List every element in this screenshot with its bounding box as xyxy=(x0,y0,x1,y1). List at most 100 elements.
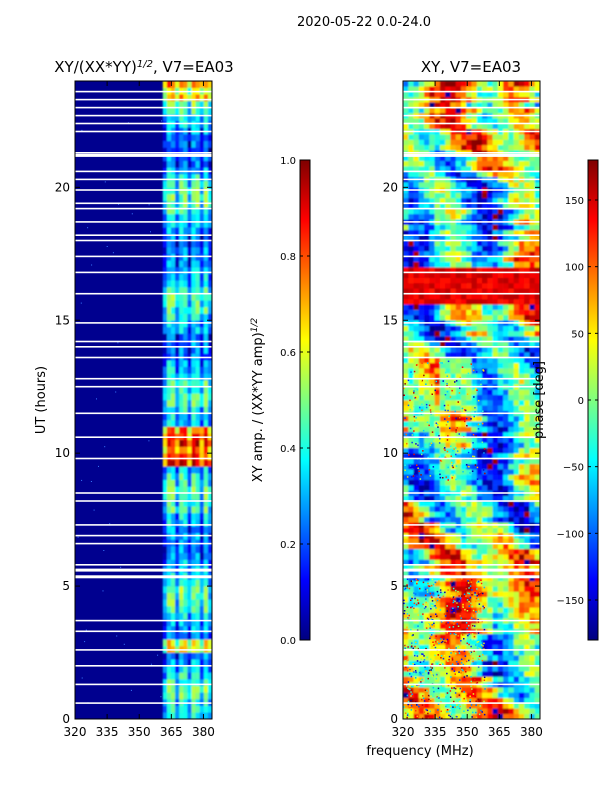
heatmap-cell xyxy=(204,513,208,520)
heatmap-cell xyxy=(519,124,525,130)
heatmap-cell xyxy=(183,606,187,613)
heatmap-cell xyxy=(503,241,509,247)
heatmap-cell xyxy=(192,194,196,201)
heatmap-cell xyxy=(503,480,509,486)
heatmap-cell xyxy=(503,299,509,305)
heatmap-cell xyxy=(524,92,530,98)
heatmap-cell xyxy=(429,358,435,364)
heatmap-cell xyxy=(175,420,179,427)
heatmap-cell xyxy=(503,591,509,597)
heatmap-cell xyxy=(535,528,541,534)
heatmap-cell xyxy=(408,272,414,278)
phase-noise-mark xyxy=(441,401,443,403)
heatmap-cell xyxy=(456,480,462,486)
heatmap-cell xyxy=(487,326,493,332)
heatmap-cell xyxy=(163,181,167,188)
heatmap-cell xyxy=(466,427,472,433)
heatmap-cell xyxy=(171,161,175,168)
heatmap-cell xyxy=(183,712,187,719)
flag-gap xyxy=(75,99,212,101)
heatmap-cell xyxy=(424,193,430,199)
phase-noise-mark xyxy=(445,394,447,396)
heatmap-cell xyxy=(192,467,196,474)
heatmap-cell xyxy=(403,358,409,364)
heatmap-cell xyxy=(424,650,430,656)
heatmap-cell xyxy=(414,283,420,289)
heatmap-cell xyxy=(530,225,536,231)
heatmap-cell xyxy=(192,706,196,713)
heatmap-cell xyxy=(487,145,493,151)
heatmap-cell xyxy=(440,256,446,262)
heatmap-cell xyxy=(482,182,488,188)
heatmap-cell xyxy=(192,141,196,148)
heatmap-cell xyxy=(408,182,414,188)
heatmap-cell xyxy=(163,393,167,400)
heatmap-cell xyxy=(450,299,456,305)
heatmap-cell xyxy=(487,299,493,305)
heatmap-cell xyxy=(192,387,196,394)
heatmap-cell xyxy=(482,634,488,640)
flag-gap xyxy=(75,575,212,578)
phase-noise-mark xyxy=(440,638,442,640)
heatmap-cell xyxy=(503,145,509,151)
phase-noise-mark xyxy=(484,587,486,589)
phase-noise-mark xyxy=(408,681,410,683)
heatmap-cell xyxy=(493,692,499,698)
heatmap-cell xyxy=(179,706,183,713)
heatmap-cell xyxy=(503,613,509,619)
heatmap-cell xyxy=(175,666,179,673)
heatmap-cell xyxy=(508,443,514,449)
colorbar-tick-label: 0.6 xyxy=(280,348,296,359)
phase-noise-mark xyxy=(420,681,422,683)
heatmap-cell xyxy=(530,140,536,146)
heatmap-cell xyxy=(508,400,514,406)
heatmap-cell xyxy=(498,363,504,369)
heatmap-cell xyxy=(163,653,167,660)
heatmap-cell xyxy=(440,278,446,284)
heatmap-cell xyxy=(466,304,472,310)
heatmap-cell xyxy=(192,666,196,673)
heatmap-cell xyxy=(175,247,179,254)
heatmap-cell xyxy=(466,506,472,512)
x-tick-label: 320 xyxy=(64,725,87,739)
heatmap-cell xyxy=(403,262,409,268)
phase-noise-mark xyxy=(459,706,461,708)
heatmap-cell xyxy=(192,334,196,341)
heatmap-cell xyxy=(535,209,541,215)
heatmap-cell xyxy=(414,554,420,560)
heatmap-cell xyxy=(530,650,536,656)
heatmap-cell xyxy=(167,706,171,713)
heatmap-cell xyxy=(183,579,187,586)
heatmap-cell xyxy=(192,579,196,586)
heatmap-cell xyxy=(435,586,441,592)
heatmap-cell xyxy=(403,310,409,316)
heatmap-cell xyxy=(477,650,483,656)
heatmap-cell xyxy=(187,300,191,307)
heatmap-cell xyxy=(493,262,499,268)
heatmap-cell xyxy=(493,347,499,353)
heatmap-cell xyxy=(461,326,467,332)
phase-noise-mark xyxy=(442,362,444,364)
heatmap-cell xyxy=(524,246,530,252)
phase-noise-mark xyxy=(406,717,408,719)
phase-noise-mark xyxy=(478,611,480,613)
heatmap-cell xyxy=(503,528,509,534)
heatmap-cell xyxy=(435,549,441,555)
heatmap-cell xyxy=(204,101,208,108)
heatmap-cell xyxy=(472,241,478,247)
phase-noise-mark xyxy=(438,595,440,597)
heatmap-cell xyxy=(482,299,488,305)
phase-noise-mark xyxy=(450,716,452,718)
heatmap-cell xyxy=(472,506,478,512)
heatmap-cell xyxy=(403,315,409,321)
heatmap-cell xyxy=(472,108,478,114)
heatmap-cell xyxy=(477,108,483,114)
heatmap-cell xyxy=(482,517,488,523)
heatmap-cell xyxy=(466,214,472,220)
phase-noise-mark xyxy=(479,603,481,605)
heatmap-cell xyxy=(519,687,525,693)
heatmap-cell xyxy=(477,464,483,470)
phase-noise-mark xyxy=(450,660,452,662)
heatmap-cell xyxy=(175,692,179,699)
heatmap-cell xyxy=(171,214,175,221)
